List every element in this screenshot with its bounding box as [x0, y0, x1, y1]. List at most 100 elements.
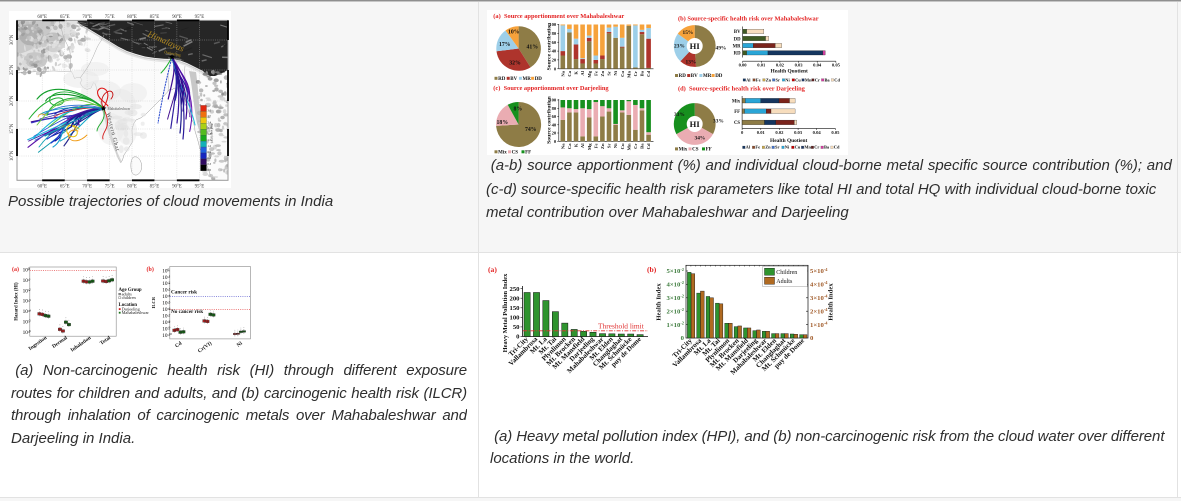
svg-text:85°E: 85°E	[150, 184, 160, 188]
svg-text:Ba: Ba	[824, 145, 830, 150]
svg-text:10-6: 10-6	[23, 329, 31, 336]
svg-text:Ni: Ni	[613, 143, 618, 148]
svg-text:3×10-2: 3×10-2	[666, 294, 684, 302]
svg-text:(c) Source apportionment over: (c) Source apportionment over Darjeeling	[493, 85, 609, 92]
svg-text:0.03: 0.03	[795, 63, 804, 68]
svg-text:Ni: Ni	[613, 70, 618, 75]
svg-text:5×10-4: 5×10-4	[810, 267, 828, 275]
svg-text:10-4: 10-4	[162, 293, 170, 300]
svg-text:Zn: Zn	[766, 77, 772, 82]
svg-text:100: 100	[23, 267, 30, 274]
svg-text:4×10-4: 4×10-4	[810, 280, 828, 288]
svg-text:20: 20	[552, 131, 557, 136]
svg-text:Al: Al	[746, 77, 751, 82]
svg-text:10-2: 10-2	[162, 280, 170, 287]
svg-text:10-6: 10-6	[162, 306, 170, 313]
svg-text:10-9: 10-9	[162, 326, 170, 333]
svg-text:Source contribution: Source contribution	[547, 95, 553, 143]
svg-text:Cd: Cd	[834, 77, 840, 82]
svg-text:23%: 23%	[674, 44, 685, 50]
svg-text:Ni: Ni	[785, 77, 790, 82]
svg-text:Mix: Mix	[679, 148, 688, 153]
svg-text:80°E: 80°E	[127, 184, 137, 188]
svg-text:Cu: Cu	[795, 145, 801, 150]
svg-text:BV: BV	[734, 30, 741, 35]
svg-text:Source contribution: Source contribution	[547, 22, 553, 70]
svg-text:0: 0	[681, 335, 685, 342]
svg-text:Ca: Ca	[567, 70, 572, 76]
svg-text:10%: 10%	[508, 30, 520, 36]
svg-text:40: 40	[552, 49, 557, 54]
svg-text:Children: Children	[776, 270, 797, 276]
svg-text:Location: Location	[119, 303, 138, 308]
svg-text:65°E: 65°E	[60, 184, 70, 188]
svg-text:Cd: Cd	[174, 341, 183, 350]
svg-text:3×10-4: 3×10-4	[810, 294, 828, 302]
svg-text:Adults: Adults	[776, 279, 793, 285]
svg-text:Mahabaleshwar: Mahabaleshwar	[108, 107, 132, 111]
svg-text:74%: 74%	[525, 127, 537, 133]
svg-text:Mn: Mn	[626, 143, 631, 150]
svg-text:Mix: Mix	[732, 100, 741, 105]
svg-text:Threshold limit: Threshold limit	[598, 322, 645, 331]
svg-text:cloud water (g/m3): cloud water (g/m3)	[210, 123, 213, 143]
svg-text:Zn: Zn	[765, 145, 771, 150]
svg-text:30°N: 30°N	[10, 34, 15, 45]
svg-text:8%: 8%	[514, 107, 523, 113]
svg-text:10-3: 10-3	[23, 298, 31, 305]
svg-text:MR: MR	[733, 44, 742, 49]
svg-text:Cd: Cd	[834, 145, 840, 150]
svg-text:Mg: Mg	[587, 143, 592, 150]
svg-text:33%: 33%	[674, 112, 685, 118]
svg-text:CS: CS	[512, 150, 519, 155]
svg-text:15°N: 15°N	[229, 124, 231, 135]
svg-text:250: 250	[509, 286, 520, 293]
svg-text:100: 100	[549, 22, 557, 27]
svg-text:HI: HI	[690, 119, 701, 129]
svg-text:Cu: Cu	[795, 77, 801, 82]
svg-text:Sr: Sr	[775, 145, 779, 150]
svg-text:0.3: 0.3	[208, 163, 212, 166]
svg-text:ILCR: ILCR	[151, 296, 156, 308]
svg-text:1.2: 1.2	[208, 145, 212, 148]
svg-text:Al: Al	[580, 143, 585, 148]
svg-text:80: 80	[552, 106, 557, 111]
svg-text:Mix: Mix	[498, 150, 507, 155]
svg-text:No cancer risk: No cancer risk	[171, 309, 203, 315]
svg-text:0.03: 0.03	[794, 130, 803, 135]
svg-text:10-5: 10-5	[23, 319, 31, 326]
svg-text:80°E: 80°E	[127, 15, 137, 20]
svg-text:Health Index: Health Index	[656, 283, 663, 321]
svg-text:Cr: Cr	[633, 144, 638, 149]
svg-text:1.8: 1.8	[208, 133, 212, 136]
svg-text:Ba: Ba	[640, 143, 645, 149]
svg-text:0: 0	[741, 130, 744, 135]
svg-text:Zn: Zn	[600, 143, 605, 149]
svg-text:2×10-4: 2×10-4	[810, 307, 828, 315]
svg-text:Cd: Cd	[646, 143, 651, 149]
svg-text:75°E: 75°E	[105, 184, 115, 188]
svg-text:60°E: 60°E	[37, 15, 47, 20]
svg-text:Cu: Cu	[620, 143, 625, 149]
svg-text:Darjeeling: Darjeeling	[122, 306, 141, 311]
svg-text:K: K	[574, 71, 579, 75]
svg-text:15%: 15%	[683, 30, 694, 36]
svg-text:Na: Na	[560, 143, 565, 149]
svg-text:Mn: Mn	[626, 71, 631, 78]
svg-text:0.02: 0.02	[775, 130, 784, 135]
svg-text:70°E: 70°E	[82, 184, 92, 188]
svg-text:0: 0	[554, 66, 557, 71]
svg-text:DD: DD	[734, 37, 741, 42]
svg-text:200: 200	[509, 295, 520, 302]
svg-text:Heavy Metal Pollution Index: Heavy Metal Pollution Index	[502, 273, 509, 352]
svg-text:CS: CS	[734, 121, 740, 126]
svg-text:0.02: 0.02	[776, 63, 785, 68]
svg-text:Darjeeling: Darjeeling	[164, 49, 182, 57]
svg-text:2.4: 2.4	[208, 121, 212, 124]
svg-text:(a): (a)	[12, 266, 19, 273]
svg-text:60: 60	[552, 114, 557, 119]
svg-text:10-4: 10-4	[23, 308, 31, 315]
svg-text:(d) Source-specific health ri: (d) Source-specific health risk over Dar…	[678, 85, 806, 92]
svg-text:1×10-2: 1×10-2	[666, 320, 684, 328]
svg-text:Ba: Ba	[825, 77, 831, 82]
